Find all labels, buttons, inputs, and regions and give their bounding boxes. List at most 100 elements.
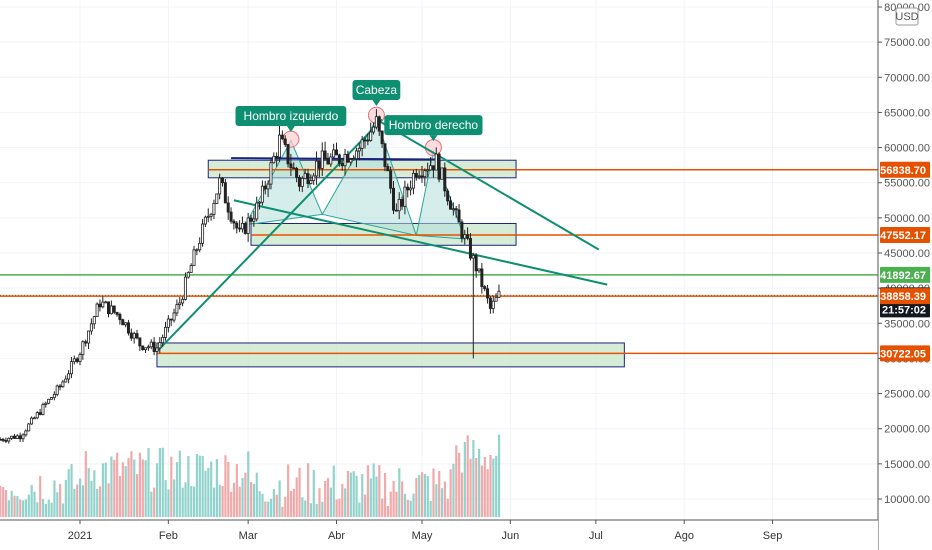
volume-bar bbox=[469, 458, 472, 517]
candle-body bbox=[468, 238, 472, 259]
volume-bar bbox=[155, 463, 159, 517]
volume-bar bbox=[452, 463, 455, 517]
candle-body bbox=[203, 216, 207, 225]
candle-body bbox=[192, 249, 196, 267]
candle-body bbox=[340, 162, 344, 167]
candle-body bbox=[477, 268, 481, 272]
volume-bar bbox=[435, 484, 438, 517]
time-tick-label: Abr bbox=[328, 530, 345, 542]
volume-bar bbox=[463, 441, 466, 517]
candle-body bbox=[163, 326, 167, 338]
descending-support-line[interactable] bbox=[233, 199, 608, 286]
volume-bar bbox=[335, 499, 338, 517]
volume-bar bbox=[195, 453, 199, 517]
candle-body bbox=[212, 202, 216, 215]
volume-bar bbox=[352, 471, 355, 517]
time-tick-label: May bbox=[412, 530, 433, 542]
volume-bar bbox=[366, 465, 370, 517]
price-tag-label-0: 56838.70 bbox=[880, 165, 926, 177]
currency-label: USD bbox=[895, 11, 918, 23]
candle-body bbox=[220, 177, 224, 184]
candle-body bbox=[352, 158, 356, 161]
candle-body bbox=[50, 397, 54, 400]
candle-body bbox=[315, 160, 319, 177]
volume-bar bbox=[235, 464, 238, 517]
candle-body bbox=[4, 440, 8, 442]
candle-body bbox=[400, 198, 404, 207]
candle-body bbox=[64, 378, 68, 383]
descending-line-head[interactable] bbox=[375, 118, 600, 251]
currency-box[interactable] bbox=[895, 7, 919, 26]
volume-bar bbox=[478, 448, 481, 517]
candle-body bbox=[483, 286, 487, 290]
candle-body bbox=[226, 202, 230, 213]
price-tick-label: 50000.00 bbox=[884, 213, 930, 225]
candle-body bbox=[198, 242, 202, 251]
candle-body bbox=[292, 167, 296, 170]
candle-body bbox=[466, 234, 470, 239]
price-tick-label: 35000.00 bbox=[884, 318, 930, 330]
candle-body bbox=[289, 163, 293, 169]
volume-bar bbox=[372, 463, 375, 517]
volume-bar bbox=[73, 488, 76, 517]
candle-body bbox=[486, 288, 490, 299]
candle-body bbox=[38, 412, 42, 415]
candle-body bbox=[463, 234, 467, 239]
candle-body bbox=[283, 138, 287, 145]
volume-bar bbox=[421, 472, 424, 517]
candle-body bbox=[124, 322, 128, 326]
volume-bar bbox=[59, 484, 62, 517]
candle-body bbox=[104, 301, 108, 304]
candle-body bbox=[0, 438, 2, 441]
candle-body bbox=[181, 298, 185, 304]
candle-body bbox=[69, 361, 73, 375]
volume-bar bbox=[309, 503, 313, 517]
candle-body bbox=[126, 322, 130, 334]
price-tick-label: 55000.00 bbox=[884, 178, 930, 190]
volume-bar bbox=[118, 476, 122, 517]
candle-body bbox=[329, 156, 333, 165]
candle-body bbox=[61, 381, 65, 387]
candle-body bbox=[10, 435, 14, 439]
volume-bar bbox=[90, 480, 93, 517]
candle-body bbox=[175, 304, 179, 314]
candle-body bbox=[386, 166, 390, 172]
volume-bar bbox=[13, 495, 16, 517]
volume-bar bbox=[432, 468, 435, 517]
time-tick-label: Sep bbox=[763, 530, 783, 542]
volume-bar bbox=[121, 462, 124, 517]
candle-body bbox=[457, 209, 461, 223]
volume-bar bbox=[201, 455, 204, 517]
volume-bar bbox=[110, 456, 113, 517]
candle-body bbox=[161, 337, 165, 344]
volume-bar bbox=[326, 478, 330, 517]
volume-bar bbox=[480, 465, 484, 517]
candle-body bbox=[30, 417, 34, 425]
top-horizontal-line[interactable] bbox=[231, 157, 440, 161]
volume-bar bbox=[292, 488, 295, 517]
price-tick-label: 15000.00 bbox=[884, 459, 930, 471]
volume-bar bbox=[460, 472, 464, 517]
candle-body bbox=[44, 402, 48, 405]
candle-body bbox=[363, 139, 367, 142]
candle-body bbox=[146, 346, 150, 349]
candle-body bbox=[275, 155, 279, 158]
volume-bar bbox=[130, 451, 133, 517]
candle-body bbox=[306, 173, 310, 184]
volume-bar bbox=[287, 464, 290, 517]
volume-bar bbox=[252, 483, 256, 517]
volume-bar bbox=[238, 486, 241, 517]
volume-bar bbox=[495, 455, 498, 517]
candle-body bbox=[443, 167, 447, 192]
candle-body bbox=[238, 227, 242, 230]
volume-bar bbox=[386, 505, 389, 517]
volume-bar bbox=[67, 469, 70, 517]
candle-body bbox=[135, 333, 139, 339]
price-tick-label: 10000.00 bbox=[884, 494, 930, 506]
candle-body bbox=[166, 318, 170, 328]
volume-bar bbox=[275, 494, 278, 517]
volume-bar bbox=[295, 477, 298, 517]
volume-bar bbox=[204, 470, 207, 517]
candle-body bbox=[269, 162, 273, 185]
